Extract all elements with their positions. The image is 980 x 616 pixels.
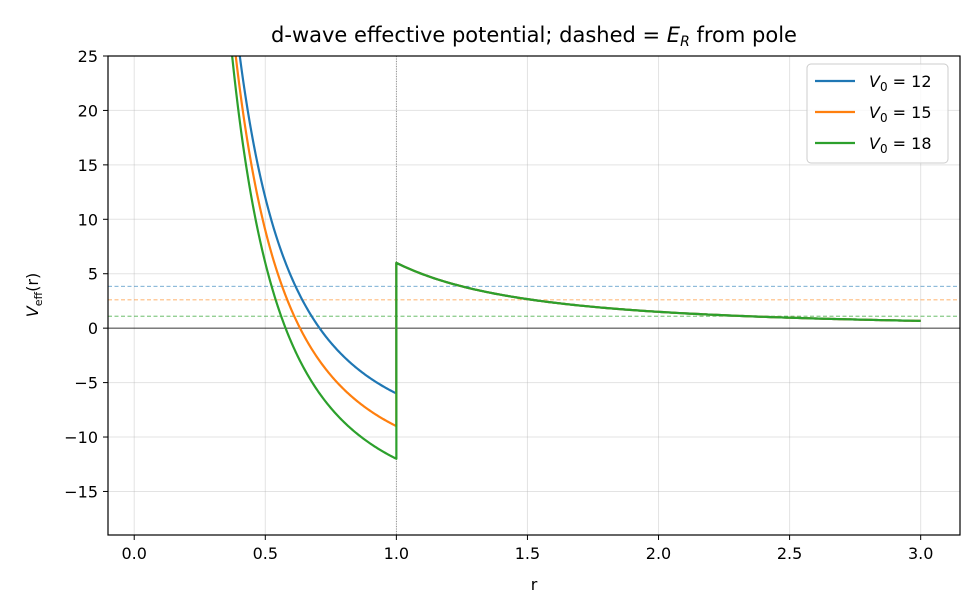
y-label-sub: eff (32, 291, 45, 306)
y-tick-label: 0 (88, 319, 98, 338)
title-math-sub: R (680, 34, 690, 50)
y-tick-label: 15 (78, 156, 98, 175)
x-tick-label: 2.0 (646, 544, 671, 563)
legend-label: V0 = 12 (869, 72, 932, 94)
series-line (231, 56, 921, 460)
title-suffix: from pole (690, 23, 797, 47)
y-tick-label: 20 (78, 101, 98, 120)
y-tick-label: −15 (64, 482, 98, 501)
data-series (231, 56, 921, 460)
legend-label: V0 = 15 (869, 103, 932, 125)
title-prefix: d-wave effective potential; dashed = (271, 23, 667, 47)
legend-box (806, 63, 949, 164)
plot-frame (107, 55, 961, 536)
y-label-base: V (23, 305, 42, 317)
x-tick-label: 1.5 (515, 544, 540, 563)
y-tick-label: 10 (78, 210, 98, 229)
x-axis-ticks: 0.0 0.5 1.0 1.5 2.0 2.5 3.0 (121, 535, 933, 563)
x-tick-label: 2.5 (777, 544, 802, 563)
y-label-suffix: (r) (23, 273, 42, 292)
title-math-base: E (667, 23, 681, 47)
x-tick-label: 0.0 (121, 544, 146, 563)
legend: V0 = 12 V0 = 15 V0 = 18 (806, 63, 949, 164)
y-tick-label: −10 (64, 428, 98, 447)
x-axis-label: r (531, 575, 538, 594)
x-tick-label: 1.0 (384, 544, 409, 563)
x-tick-label: 0.5 (253, 544, 278, 563)
chart-title: d-wave effective potential; dashed = ER … (271, 23, 797, 50)
y-tick-label: 25 (78, 47, 98, 66)
y-axis-ticks: −15 −10 −5 0 5 10 15 20 25 (64, 47, 108, 501)
y-axis-label: Veff(r) (23, 273, 45, 317)
legend-label: V0 = 18 (869, 134, 932, 156)
x-tick-label: 3.0 (908, 544, 933, 563)
series-line (238, 56, 921, 395)
y-tick-label: 5 (88, 265, 98, 284)
y-tick-label: −5 (74, 374, 98, 393)
